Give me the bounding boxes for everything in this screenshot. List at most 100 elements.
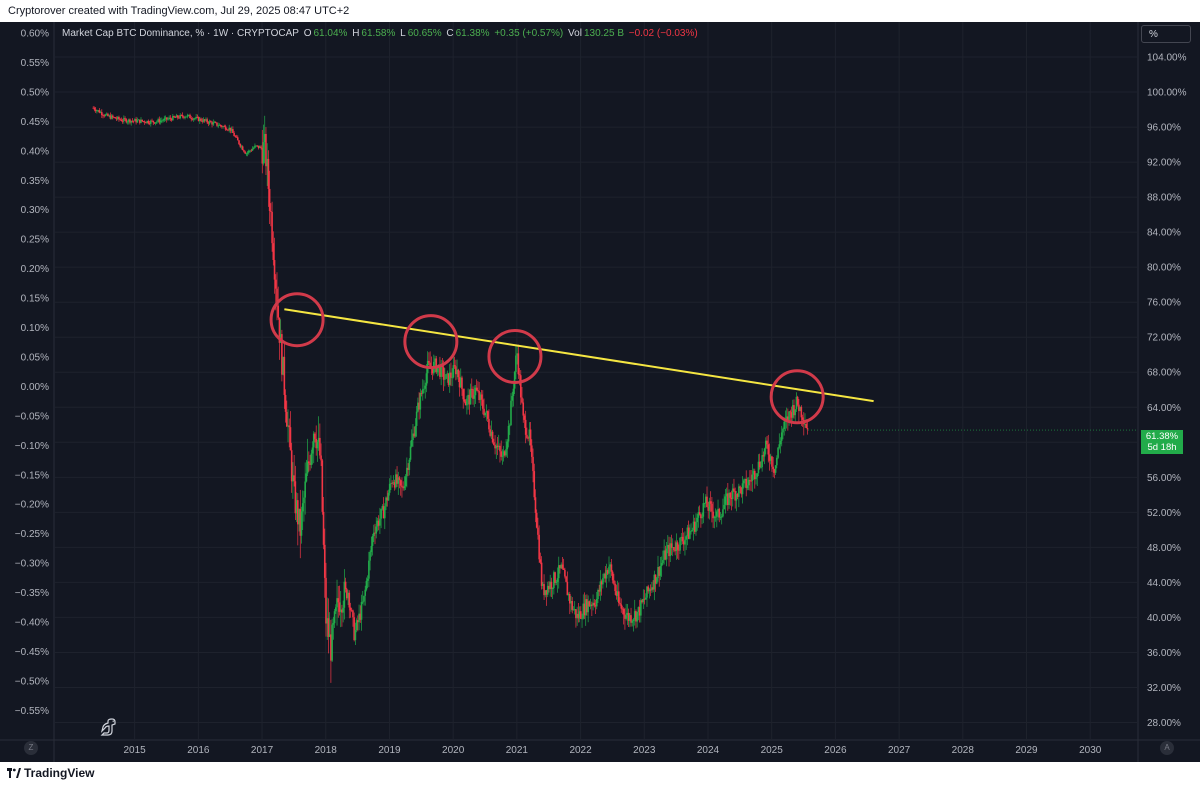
candle-body — [385, 497, 387, 507]
candle-body — [444, 378, 446, 380]
candle-body — [695, 522, 697, 532]
candle-body — [725, 493, 728, 497]
candle-body — [114, 117, 117, 119]
candle-body — [466, 398, 468, 406]
highlight-circle[interactable] — [769, 369, 825, 425]
candles — [92, 106, 809, 683]
candle-body — [805, 424, 808, 429]
symbol-name[interactable]: Market Cap BTC Dominance, % · 1W · CRYPT… — [62, 28, 299, 39]
candle-body — [281, 334, 283, 375]
candle-body — [94, 109, 97, 112]
candle-body — [136, 120, 139, 123]
candle-body — [195, 116, 197, 119]
auto-scale-button[interactable]: A — [1160, 741, 1174, 755]
candle-body — [535, 512, 538, 528]
scale-mode-button[interactable]: % — [1141, 25, 1191, 43]
candle-body — [316, 441, 319, 449]
candle-body — [163, 118, 166, 121]
candle-body — [328, 634, 331, 637]
candle-body — [611, 571, 614, 581]
candle-body — [206, 119, 208, 123]
trendline[interactable] — [284, 308, 874, 403]
candle-body — [381, 506, 384, 510]
candle-body — [513, 372, 516, 389]
left-axis-tick: −0.20% — [15, 500, 49, 511]
candle-body — [424, 385, 427, 389]
candle-body — [447, 373, 450, 385]
candle-body — [532, 456, 534, 472]
candle-body — [360, 602, 363, 620]
candle-body — [562, 568, 565, 570]
candle-body — [703, 503, 706, 504]
candle-body — [244, 151, 246, 154]
candle-body — [229, 127, 232, 131]
candle-body — [445, 374, 447, 379]
candle-body — [298, 508, 300, 525]
candle-body — [376, 520, 379, 527]
candle-body — [358, 613, 360, 623]
candle-body — [504, 451, 506, 456]
chart-panel[interactable]: 0.60% 0.55% 0.50% 0.45% 0.40% 0.35% 0.30% 0.25%… — [0, 22, 1200, 762]
candle-body — [380, 509, 382, 519]
candle-body — [651, 587, 653, 591]
left-axis-tick: 0.60% — [21, 29, 49, 40]
left-axis: 0.60% 0.55% 0.50% 0.45% 0.40% 0.35% 0.30% 0.25%… — [15, 29, 49, 717]
highlight-circle[interactable] — [269, 292, 325, 348]
left-axis-tick: −0.50% — [15, 676, 49, 687]
candle-body — [210, 121, 212, 123]
left-corner-button[interactable]: Z — [24, 741, 38, 755]
candle-body — [325, 577, 327, 624]
candle-body — [174, 117, 177, 118]
high-label: H — [352, 28, 360, 39]
candle-body — [537, 527, 539, 535]
candle-body — [246, 152, 249, 154]
volume-value: 130.25 B — [583, 28, 624, 39]
candle-body — [738, 486, 740, 497]
candle-body — [706, 496, 708, 508]
candle-body — [103, 115, 106, 117]
candle-body — [421, 389, 424, 394]
candle-body — [393, 482, 396, 488]
highlight-circle[interactable] — [403, 314, 459, 370]
candle-body — [446, 373, 449, 375]
candle-body — [127, 119, 130, 122]
candle-body — [497, 445, 500, 448]
highlight-circle[interactable] — [487, 328, 543, 384]
chart-canvas[interactable]: 0.60% 0.55% 0.50% 0.45% 0.40% 0.35% 0.30% 0.25%… — [0, 22, 1200, 762]
candle-body — [602, 578, 604, 585]
x-axis-tick: 2022 — [569, 745, 592, 756]
candle-body — [357, 620, 359, 623]
x-axis-tick: 2024 — [697, 745, 720, 756]
candle-body — [227, 129, 229, 131]
candle-body — [310, 453, 313, 465]
candle-body — [96, 110, 98, 112]
candle-body — [603, 573, 605, 579]
candle-body — [93, 107, 96, 110]
candle-body — [97, 110, 99, 111]
candle-body — [746, 485, 749, 489]
candle-body — [141, 119, 144, 122]
candle-body — [115, 118, 118, 120]
candle-body — [691, 530, 694, 531]
candle-body — [265, 133, 267, 167]
candle-body — [162, 120, 164, 122]
candle-body — [638, 607, 641, 616]
candle-body — [312, 433, 315, 448]
candle-body — [774, 465, 777, 473]
candle-body — [670, 543, 673, 548]
candle-body — [365, 580, 368, 590]
candle-body — [129, 119, 131, 123]
candle-body — [303, 497, 305, 504]
candle-body — [659, 566, 662, 576]
candle-body — [98, 110, 101, 113]
candle-body — [145, 122, 147, 124]
candle-body — [339, 609, 342, 612]
candle-body — [560, 564, 563, 569]
candle-body — [553, 572, 555, 589]
candle-body — [368, 560, 370, 579]
dino-icon — [100, 718, 116, 736]
candle-body — [566, 581, 569, 596]
candle-body — [546, 585, 549, 595]
candle-body — [768, 454, 771, 461]
candle-body — [625, 615, 627, 619]
